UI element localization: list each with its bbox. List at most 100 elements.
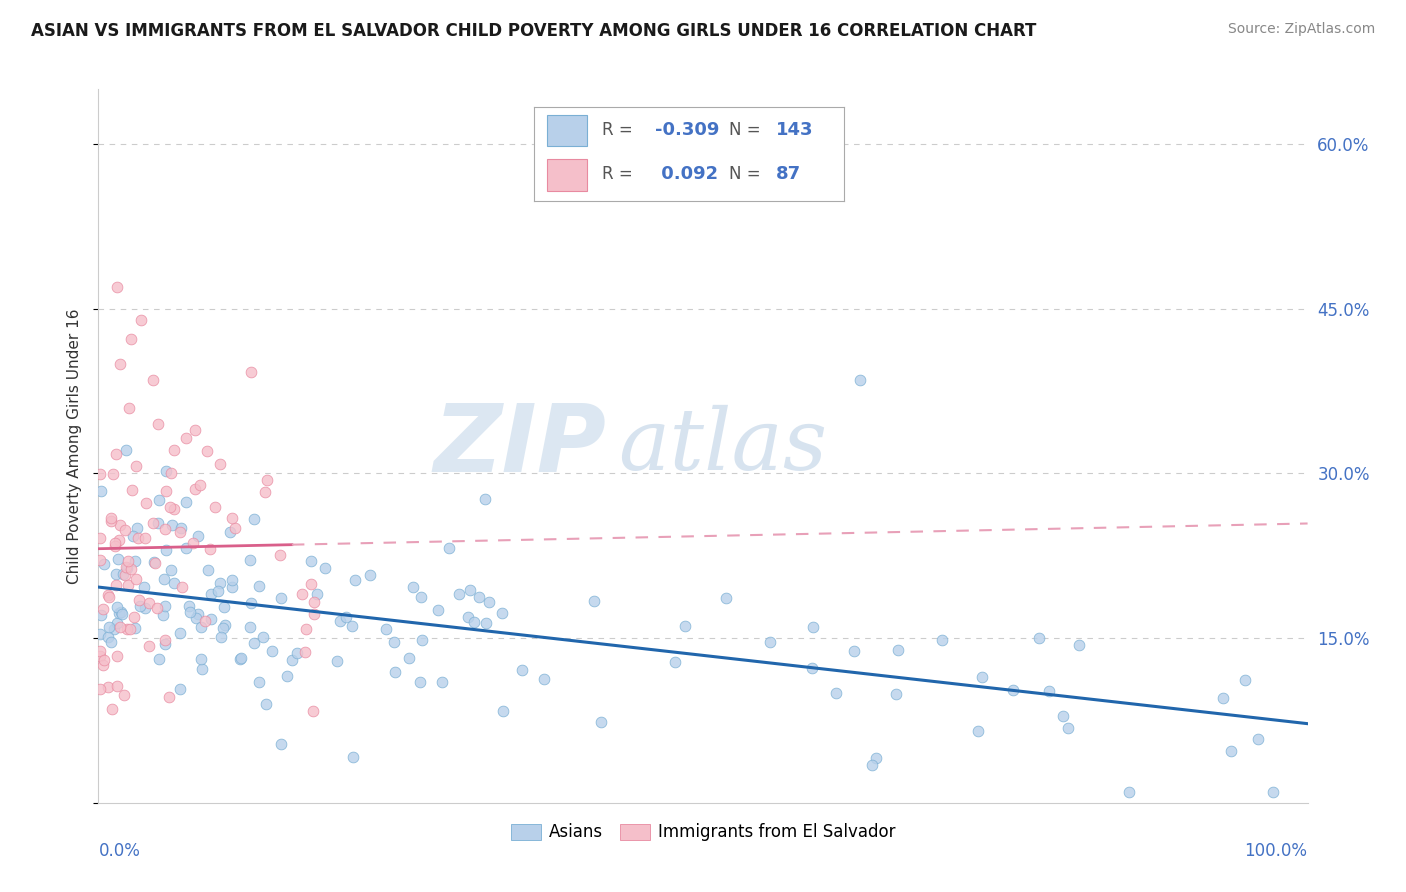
Point [398, 650, 420, 665]
Point [200, 612, 222, 626]
Point [187, 528, 209, 542]
Point [108, 620, 131, 634]
Point [97, 630, 120, 644]
Point [243, 512, 266, 526]
Text: 0.092: 0.092 [655, 166, 718, 184]
Point [252, 630, 274, 644]
Point [664, 655, 686, 669]
Point [302, 607, 325, 622]
Point [344, 573, 367, 587]
Point [179, 599, 201, 613]
Point [1247, 732, 1270, 747]
Point [281, 653, 304, 667]
Point [243, 635, 266, 649]
Point [510, 663, 533, 677]
Point [142, 516, 165, 530]
Point [89, 553, 111, 567]
Text: R =: R = [602, 121, 633, 139]
Point [155, 464, 177, 478]
Point [114, 567, 136, 582]
Point [100, 514, 122, 528]
Point [100, 511, 122, 525]
Point [299, 554, 322, 568]
Point [89, 648, 111, 663]
Point [129, 312, 152, 326]
Point [207, 584, 229, 599]
Point [195, 444, 218, 458]
Point [247, 674, 270, 689]
Point [314, 561, 336, 575]
Point [108, 357, 131, 371]
Point [157, 690, 180, 704]
Point [1234, 673, 1257, 688]
Point [170, 521, 193, 535]
Point [426, 602, 449, 616]
Point [97, 588, 120, 602]
Point [224, 521, 246, 535]
Point [89, 626, 111, 640]
Text: ASIAN VS IMMIGRANTS FROM EL SALVADOR CHILD POVERTY AMONG GIRLS UNDER 16 CORRELAT: ASIAN VS IMMIGRANTS FROM EL SALVADOR CHI… [31, 22, 1036, 40]
Point [673, 619, 696, 633]
Point [884, 687, 907, 701]
Point [253, 484, 276, 499]
Point [127, 531, 149, 545]
Point [411, 591, 433, 605]
Point [326, 654, 349, 668]
Point [107, 679, 129, 693]
Point [801, 620, 824, 634]
Point [492, 705, 515, 719]
Point [124, 554, 146, 568]
Point [97, 680, 120, 694]
Point [107, 552, 129, 566]
Point [93, 653, 115, 667]
Point [967, 724, 990, 739]
Point [844, 644, 866, 658]
Text: -0.309: -0.309 [655, 121, 720, 139]
Point [970, 670, 993, 684]
Point [122, 610, 145, 624]
Point [100, 702, 122, 716]
Point [176, 431, 198, 445]
Point [159, 500, 181, 515]
Point [104, 535, 127, 549]
Point [409, 675, 432, 690]
Point [103, 622, 125, 636]
Point [91, 601, 114, 615]
Legend: Asians, Immigrants from El Salvador: Asians, Immigrants from El Salvador [503, 817, 903, 848]
Text: 87: 87 [776, 166, 800, 184]
Point [335, 610, 357, 624]
Point [105, 447, 128, 461]
Text: N =: N = [730, 166, 761, 184]
Point [299, 577, 322, 591]
Text: 0.0%: 0.0% [98, 842, 141, 860]
Point [146, 516, 169, 531]
Point [112, 688, 135, 702]
Point [254, 698, 277, 712]
Point [219, 524, 242, 539]
Point [301, 704, 323, 718]
Point [112, 567, 135, 582]
Point [491, 606, 513, 620]
Point [432, 674, 454, 689]
Point [105, 649, 128, 664]
Point [359, 568, 381, 582]
Point [143, 556, 166, 570]
Point [187, 607, 209, 621]
Point [342, 618, 364, 632]
Point [134, 531, 156, 545]
Point [89, 467, 111, 481]
Point [204, 500, 226, 515]
Point [1263, 785, 1285, 799]
Point [475, 616, 498, 631]
Point [287, 646, 309, 660]
Point [179, 605, 201, 619]
Point [209, 631, 232, 645]
Point [93, 557, 115, 571]
Point [89, 531, 111, 545]
Point [104, 539, 127, 553]
Text: R =: R = [602, 166, 633, 184]
Point [104, 578, 127, 592]
Text: N =: N = [730, 121, 761, 139]
Point [229, 650, 252, 665]
Point [402, 580, 425, 594]
